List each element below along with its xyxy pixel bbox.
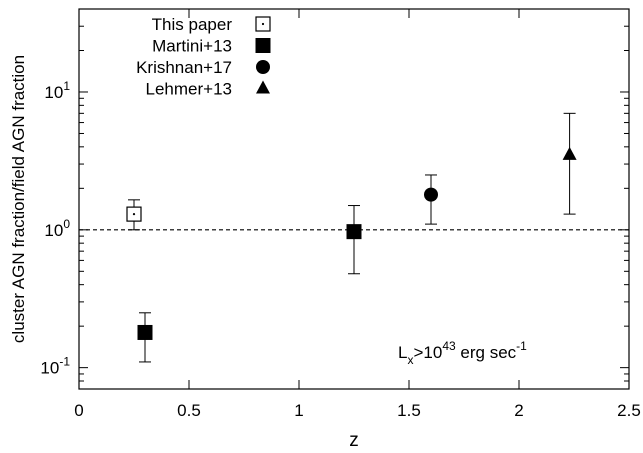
marker-center-dot: [261, 22, 265, 26]
data-point: [126, 199, 142, 231]
annotation-tail: erg sec: [456, 343, 517, 362]
x-axis-label: z: [349, 430, 359, 451]
x-tick-label: 2.5: [617, 401, 641, 420]
legend-label: Krishnan+17: [136, 58, 232, 77]
x-tick-label: 1.5: [397, 401, 421, 420]
legend-label: Lehmer+13: [146, 80, 232, 99]
y-tick-label-exponent: -1: [59, 355, 70, 369]
marker-filled-square: [137, 324, 153, 340]
y-tick-label-exponent: 0: [63, 217, 70, 231]
y-axis-label: cluster AGN fraction/field AGN fraction: [9, 55, 28, 343]
marker-filled-triangle: [562, 146, 577, 160]
y-tick-label: 10-1: [40, 355, 70, 378]
annotation-mid: >10: [413, 343, 442, 362]
x-tick-label: 0: [74, 401, 83, 420]
legend: This paper Martini+13 Krishnan+17 Lehmer+13: [136, 15, 271, 99]
marker-filled-circle: [256, 60, 270, 74]
legend-label: This paper: [152, 15, 233, 34]
data-point: [346, 205, 362, 275]
y-tick-label-base: 10: [44, 221, 63, 240]
y-tick-label-exponent: 1: [63, 79, 70, 93]
marker-filled-square: [255, 38, 271, 53]
annotation-superscript-2: -1: [516, 339, 527, 353]
annotation-subscript: x: [407, 353, 413, 367]
annotation-base: L: [398, 343, 407, 362]
marker-filled-square: [346, 224, 362, 240]
legend-label: Martini+13: [152, 37, 232, 56]
data-point: [137, 312, 153, 363]
y-tick-label-base: 10: [40, 359, 59, 378]
x-tick-label: 0.5: [177, 401, 201, 420]
data-point: [424, 174, 438, 225]
y-tick-label-base: 10: [44, 83, 63, 102]
annotation-superscript-1: 43: [442, 339, 456, 353]
marker-filled-triangle: [256, 80, 270, 94]
y-tick-label: 100: [44, 217, 70, 240]
marker-center-dot: [132, 213, 136, 216]
marker-filled-circle: [424, 187, 438, 202]
y-tick-label: 101: [44, 79, 70, 102]
points-layer: [126, 112, 577, 363]
x-tick-label: 1: [294, 401, 303, 420]
plot-frame: [78, 8, 630, 390]
data-point: [562, 112, 577, 215]
luminosity-annotation: Lx>1043 erg sec-1: [398, 339, 527, 367]
x-tick-label: 2: [514, 401, 523, 420]
